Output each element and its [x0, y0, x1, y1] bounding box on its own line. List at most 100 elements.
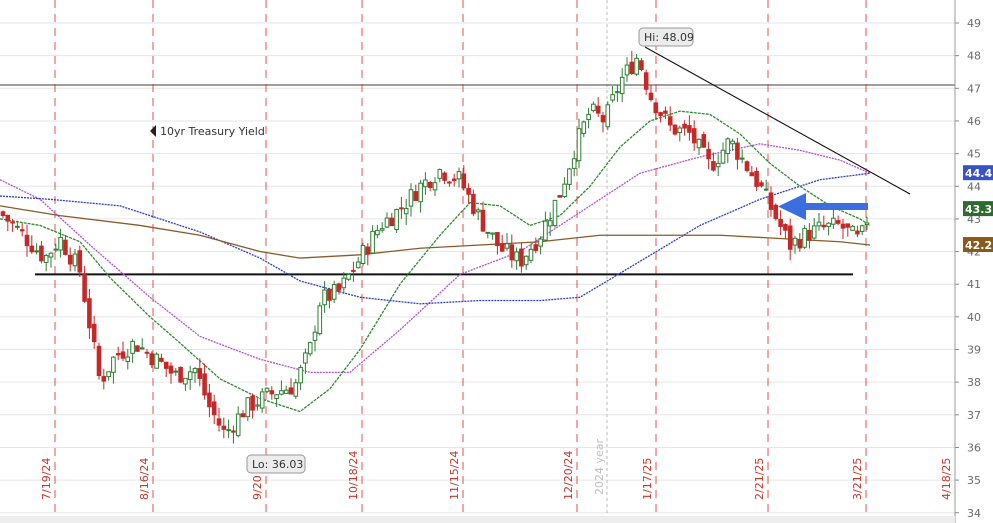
- candle-up: [379, 228, 385, 231]
- downtrend-line: [644, 46, 911, 195]
- candle-down: [115, 352, 121, 356]
- candle-down: [120, 351, 126, 359]
- candle-up: [725, 138, 731, 155]
- candle-down: [471, 193, 476, 215]
- candle-down: [149, 353, 155, 366]
- price-tag-bg: [963, 237, 993, 253]
- candle-up: [586, 113, 591, 120]
- candle-up: [264, 387, 270, 392]
- y-tick-label: 44: [967, 180, 981, 193]
- candle-up: [514, 251, 519, 262]
- candle-up: [792, 237, 798, 246]
- candle-up: [571, 158, 577, 169]
- annotations: 10yr Treasury Yield Hi: 48.09 Lo: 36.03 …: [150, 27, 993, 474]
- candle-down: [749, 172, 755, 177]
- candle-up: [139, 347, 145, 350]
- candle-down: [365, 246, 371, 255]
- candle-up: [403, 208, 409, 215]
- candle-up: [581, 121, 587, 134]
- moving-averages: [0, 110, 871, 413]
- price-tag: 43.3: [963, 201, 993, 217]
- candle-up: [432, 182, 438, 191]
- x-tick-label: 1/17/25: [641, 458, 654, 500]
- y-tick-label: 38: [967, 376, 981, 389]
- candle-up: [547, 220, 553, 227]
- candle-up: [475, 209, 481, 213]
- candle-up: [538, 238, 543, 247]
- candle-down: [211, 401, 217, 416]
- x-tick-label: 12/20/24: [562, 451, 575, 500]
- low-label-text: Lo: 36.03: [252, 458, 303, 471]
- candle-down: [759, 182, 764, 187]
- y-tick-label: 41: [967, 278, 981, 291]
- candle-up: [173, 370, 179, 373]
- candle-down: [653, 102, 659, 114]
- candle-down: [5, 214, 11, 222]
- candle-down: [768, 192, 774, 210]
- candle-up: [423, 179, 428, 188]
- candle-up: [490, 232, 495, 235]
- candle-down: [19, 229, 25, 232]
- y-tick-label: 43: [967, 213, 981, 226]
- x-axis: 7/19/24 8/16/24 9/20 10/18/24 11/15/24 12/20/…: [0, 438, 955, 523]
- high-label: Hi: 48.09: [638, 27, 694, 47]
- candle-up: [418, 182, 423, 203]
- candle-up: [859, 225, 865, 232]
- candle-up: [106, 371, 111, 378]
- candle-down: [744, 161, 750, 171]
- x-tick-label: 8/16/24: [138, 458, 151, 500]
- candle-down: [672, 124, 678, 135]
- candle-down: [773, 204, 779, 220]
- candle-down: [207, 392, 212, 408]
- candle-up: [43, 255, 49, 263]
- candle-down: [519, 248, 524, 267]
- candle-up: [187, 371, 193, 381]
- candle-up: [226, 429, 231, 432]
- candle-up: [739, 157, 745, 160]
- x-tick-label: 11/15/24: [448, 451, 461, 500]
- candle-up: [317, 305, 323, 335]
- candle-down: [701, 134, 707, 148]
- candle-down: [96, 345, 102, 377]
- y-tick-label: 35: [967, 474, 981, 487]
- candle-up: [715, 162, 721, 168]
- candle-down: [840, 223, 846, 229]
- candle-down: [399, 207, 404, 210]
- chart-grid: [0, 22, 955, 514]
- candle-up: [130, 340, 135, 354]
- candle-up: [245, 397, 251, 418]
- candle-up: [331, 284, 337, 300]
- candle-down: [168, 365, 174, 374]
- candle-down: [63, 239, 68, 255]
- candle-down: [67, 254, 73, 265]
- candle-down: [691, 128, 697, 144]
- title-marker-icon: [150, 125, 156, 137]
- candle-up: [552, 199, 558, 227]
- candle-up: [72, 253, 78, 267]
- candle-up: [730, 140, 735, 145]
- y-tick-label: 37: [967, 409, 981, 422]
- candle-up: [360, 245, 366, 265]
- candle-down: [778, 218, 783, 227]
- candle-down: [509, 244, 515, 261]
- candle-down: [250, 395, 255, 411]
- candle-up: [235, 413, 241, 437]
- candle-down: [269, 390, 275, 395]
- candle-down: [643, 72, 649, 90]
- candle-down: [39, 245, 44, 262]
- candle-up: [34, 250, 39, 253]
- candle-up: [341, 277, 347, 289]
- candle-down: [783, 224, 788, 231]
- y-tick-label: 36: [967, 441, 981, 454]
- candle-down: [461, 173, 467, 189]
- candle-up: [576, 128, 582, 162]
- candle-down: [797, 239, 803, 249]
- candle-down: [101, 376, 107, 382]
- candle-down: [807, 229, 812, 241]
- candle-up: [605, 104, 611, 128]
- candle-down: [0, 211, 6, 216]
- candle-up: [504, 243, 510, 249]
- candle-down: [413, 191, 419, 201]
- ma-fast: [0, 110, 871, 413]
